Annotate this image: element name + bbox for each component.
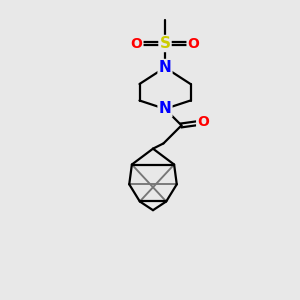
Text: N: N bbox=[159, 60, 171, 75]
Text: N: N bbox=[159, 101, 171, 116]
Text: O: O bbox=[197, 116, 209, 129]
Text: O: O bbox=[188, 37, 200, 50]
Text: S: S bbox=[160, 36, 170, 51]
Text: O: O bbox=[130, 37, 142, 50]
